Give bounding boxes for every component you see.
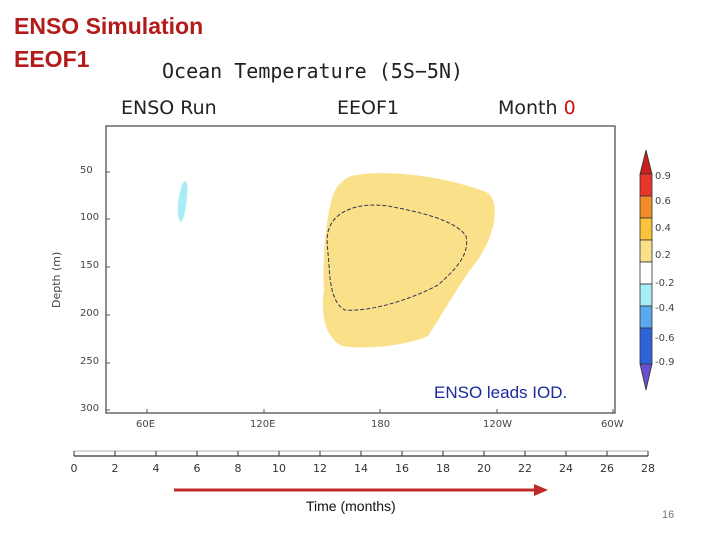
- timeline-tick-label: 18: [436, 462, 450, 475]
- warm-anomaly-region: [322, 173, 495, 348]
- colorbar-label: -0.2: [655, 278, 675, 289]
- colorbar-label: 0.9: [655, 171, 671, 182]
- timeline-tick-label: 8: [234, 462, 242, 475]
- x-tick-label: 60E: [136, 419, 156, 430]
- timeline-tick-label: 4: [152, 462, 160, 475]
- y-tick-label: 150: [80, 260, 100, 271]
- timeline-tick-label: 16: [395, 462, 409, 475]
- timeline-tick-label: 28: [641, 462, 655, 475]
- x-tick-marks: [146, 409, 614, 413]
- colorbar-label: -0.4: [655, 303, 675, 314]
- colorbar-label: -0.9: [655, 357, 675, 368]
- x-tick-label: 120W: [483, 419, 512, 430]
- y-tick-label: 300: [80, 403, 100, 414]
- colorbar-label: -0.6: [655, 333, 675, 344]
- colorbar-label: 0.4: [655, 223, 671, 234]
- timeline-tick-label: 20: [477, 462, 491, 475]
- timeline-tick-label: 6: [193, 462, 201, 475]
- timeline-tick-label: 22: [518, 462, 532, 475]
- colorbar-bottom-arrow: [639, 363, 653, 391]
- y-tick-label: 50: [80, 165, 93, 176]
- y-tick-label: 250: [80, 356, 100, 367]
- annotation-enso-leads-iod: ENSO leads IOD.: [434, 383, 568, 402]
- timeline-tick-label: 14: [354, 462, 368, 475]
- x-tick-label: 60W: [601, 419, 624, 430]
- anomaly-contour: [326, 204, 468, 311]
- timeline-tick-label: 12: [313, 462, 327, 475]
- y-tick-marks: [106, 171, 110, 411]
- x-tick-label: 120E: [250, 419, 276, 430]
- month-value: 0: [563, 97, 576, 119]
- slide-title: ENSO Simulation: [14, 13, 204, 39]
- timeline-axis: [73, 450, 649, 457]
- page-number: 16: [662, 509, 675, 521]
- y-axis-label: Depth (m): [50, 251, 63, 308]
- time-arrow: [174, 484, 548, 496]
- x-tick-label: 180: [371, 419, 391, 430]
- colorbar-label: 0.2: [655, 250, 671, 261]
- cool-anomaly-region: [177, 181, 188, 222]
- mode-label: EEOF1: [337, 97, 399, 119]
- plot-title: Ocean Temperature (5S−5N): [162, 59, 464, 83]
- timeline-label: Time (months): [306, 498, 396, 514]
- run-label: ENSO Run: [121, 97, 217, 119]
- timeline-tick-label: 26: [600, 462, 614, 475]
- slide-subtitle: EEOF1: [14, 46, 90, 72]
- colorbar-label: 0.6: [655, 196, 671, 207]
- timeline-tick-label: 0: [70, 462, 78, 475]
- timeline-tick-label: 2: [111, 462, 119, 475]
- y-tick-label: 200: [80, 308, 100, 319]
- colorbar: [639, 149, 653, 391]
- timeline-tick-label: 10: [272, 462, 286, 475]
- y-tick-label: 100: [80, 212, 100, 223]
- month-indicator: Month 0: [498, 97, 576, 119]
- month-word: Month: [498, 97, 558, 119]
- timeline-tick-label: 24: [559, 462, 573, 475]
- colorbar-top-arrow: [639, 149, 653, 175]
